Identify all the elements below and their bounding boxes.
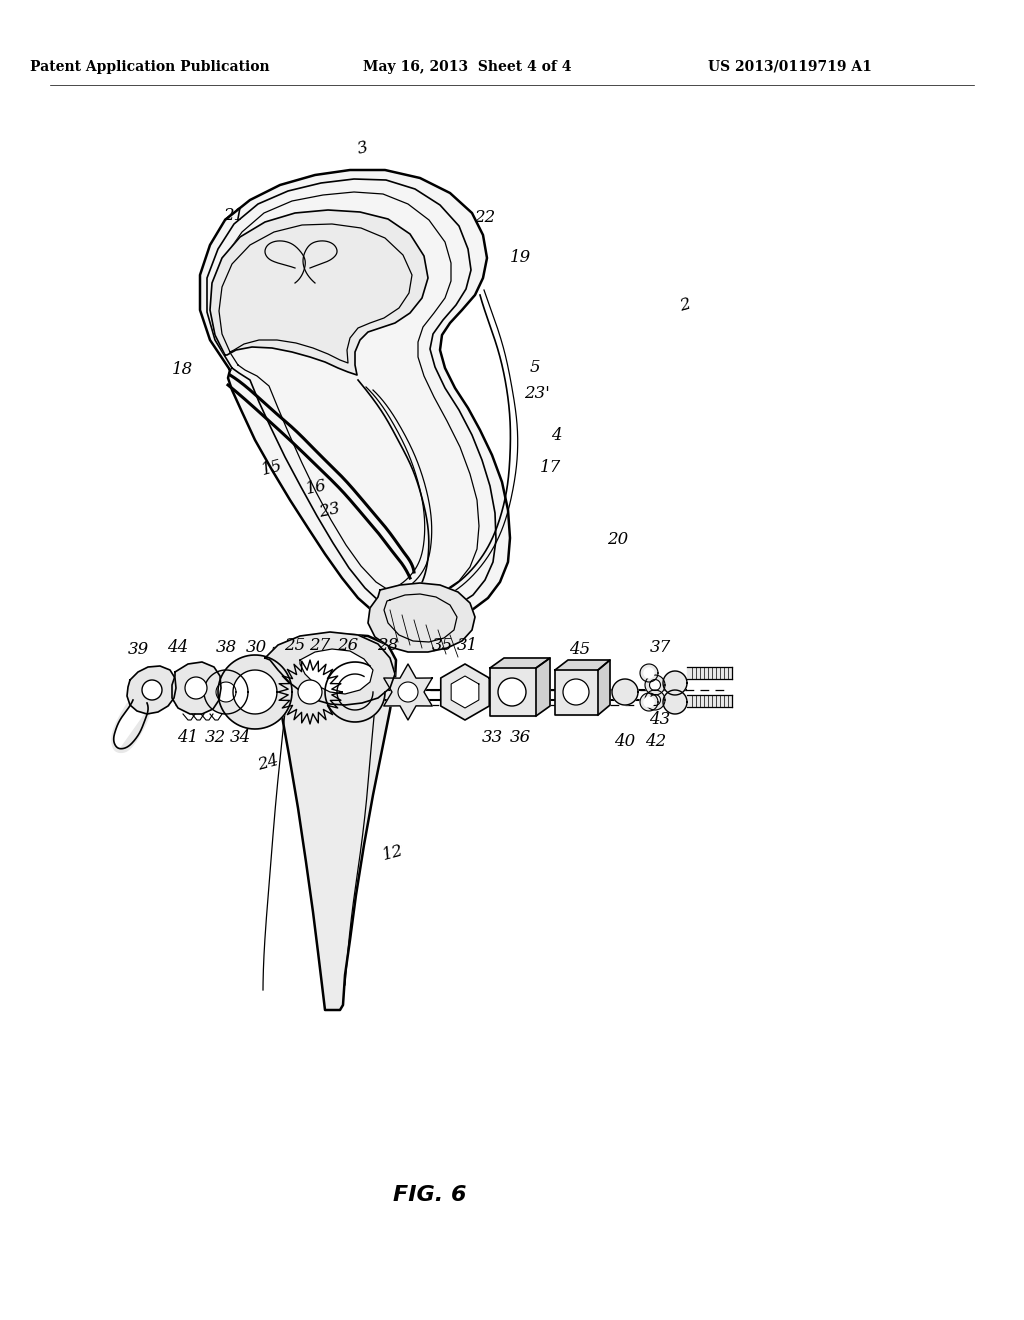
Text: May 16, 2013  Sheet 4 of 4: May 16, 2013 Sheet 4 of 4 bbox=[362, 59, 571, 74]
Polygon shape bbox=[218, 655, 292, 729]
Text: 43: 43 bbox=[649, 711, 671, 729]
Text: 3: 3 bbox=[355, 139, 371, 157]
Text: 36: 36 bbox=[509, 730, 530, 747]
Polygon shape bbox=[645, 690, 665, 710]
Text: 23': 23' bbox=[524, 384, 550, 401]
Polygon shape bbox=[452, 676, 479, 708]
Polygon shape bbox=[645, 675, 665, 696]
Text: 34: 34 bbox=[229, 730, 251, 747]
Text: 24: 24 bbox=[256, 752, 281, 774]
Polygon shape bbox=[216, 682, 236, 702]
Polygon shape bbox=[640, 664, 658, 682]
Text: 39: 39 bbox=[127, 642, 148, 659]
Circle shape bbox=[498, 678, 526, 706]
Polygon shape bbox=[490, 657, 550, 668]
Bar bbox=[687, 667, 732, 678]
Polygon shape bbox=[325, 663, 385, 722]
Text: 25: 25 bbox=[285, 636, 305, 653]
Text: 28: 28 bbox=[378, 636, 398, 653]
Polygon shape bbox=[172, 663, 221, 714]
Bar bbox=[687, 696, 732, 708]
Text: 32: 32 bbox=[205, 730, 225, 747]
Polygon shape bbox=[233, 671, 278, 714]
Text: 38: 38 bbox=[215, 639, 237, 656]
Text: 12: 12 bbox=[381, 842, 406, 865]
Polygon shape bbox=[200, 170, 510, 626]
Polygon shape bbox=[612, 678, 638, 705]
Text: 16: 16 bbox=[304, 477, 328, 498]
Text: 18: 18 bbox=[171, 362, 193, 379]
Circle shape bbox=[398, 682, 418, 702]
Text: US 2013/0119719 A1: US 2013/0119719 A1 bbox=[708, 59, 872, 74]
Text: 30: 30 bbox=[246, 639, 266, 656]
Polygon shape bbox=[368, 583, 475, 652]
Text: 23: 23 bbox=[317, 499, 342, 520]
Text: 26: 26 bbox=[337, 636, 358, 653]
Polygon shape bbox=[127, 667, 176, 714]
Polygon shape bbox=[204, 671, 248, 714]
Polygon shape bbox=[640, 693, 658, 711]
Polygon shape bbox=[490, 668, 536, 715]
Polygon shape bbox=[278, 660, 342, 723]
Polygon shape bbox=[210, 210, 428, 375]
Text: 15: 15 bbox=[259, 457, 285, 479]
Text: 22: 22 bbox=[474, 210, 496, 227]
Text: 21: 21 bbox=[223, 206, 245, 223]
Text: 5: 5 bbox=[529, 359, 541, 376]
Text: 45: 45 bbox=[569, 642, 591, 659]
Polygon shape bbox=[300, 649, 373, 694]
Polygon shape bbox=[536, 657, 550, 715]
Text: 35: 35 bbox=[431, 636, 453, 653]
Polygon shape bbox=[555, 660, 610, 671]
Text: 4: 4 bbox=[551, 426, 561, 444]
Circle shape bbox=[298, 680, 322, 704]
Text: 17: 17 bbox=[540, 459, 560, 477]
Polygon shape bbox=[555, 671, 598, 715]
Polygon shape bbox=[649, 680, 660, 690]
Polygon shape bbox=[644, 668, 654, 678]
Text: 19: 19 bbox=[509, 249, 530, 267]
Text: Patent Application Publication: Patent Application Publication bbox=[30, 59, 269, 74]
Polygon shape bbox=[649, 694, 660, 705]
Text: 27: 27 bbox=[309, 636, 331, 653]
Text: 44: 44 bbox=[167, 639, 188, 656]
Polygon shape bbox=[644, 697, 654, 708]
Circle shape bbox=[563, 678, 589, 705]
Polygon shape bbox=[384, 664, 432, 719]
Text: 2: 2 bbox=[678, 296, 692, 314]
Text: 20: 20 bbox=[607, 532, 629, 549]
Text: 42: 42 bbox=[645, 734, 667, 751]
Polygon shape bbox=[272, 634, 396, 1010]
Text: 33: 33 bbox=[481, 730, 503, 747]
Polygon shape bbox=[112, 700, 150, 752]
Text: 37: 37 bbox=[649, 639, 671, 656]
Text: 41: 41 bbox=[177, 730, 199, 747]
Text: FIG. 6: FIG. 6 bbox=[393, 1185, 467, 1205]
Circle shape bbox=[185, 677, 207, 700]
Circle shape bbox=[142, 680, 162, 700]
Text: 31: 31 bbox=[457, 636, 477, 653]
Polygon shape bbox=[663, 690, 687, 714]
Polygon shape bbox=[598, 660, 610, 715]
Text: 40: 40 bbox=[614, 734, 636, 751]
Polygon shape bbox=[265, 632, 395, 705]
Polygon shape bbox=[663, 671, 687, 696]
Polygon shape bbox=[440, 664, 489, 719]
